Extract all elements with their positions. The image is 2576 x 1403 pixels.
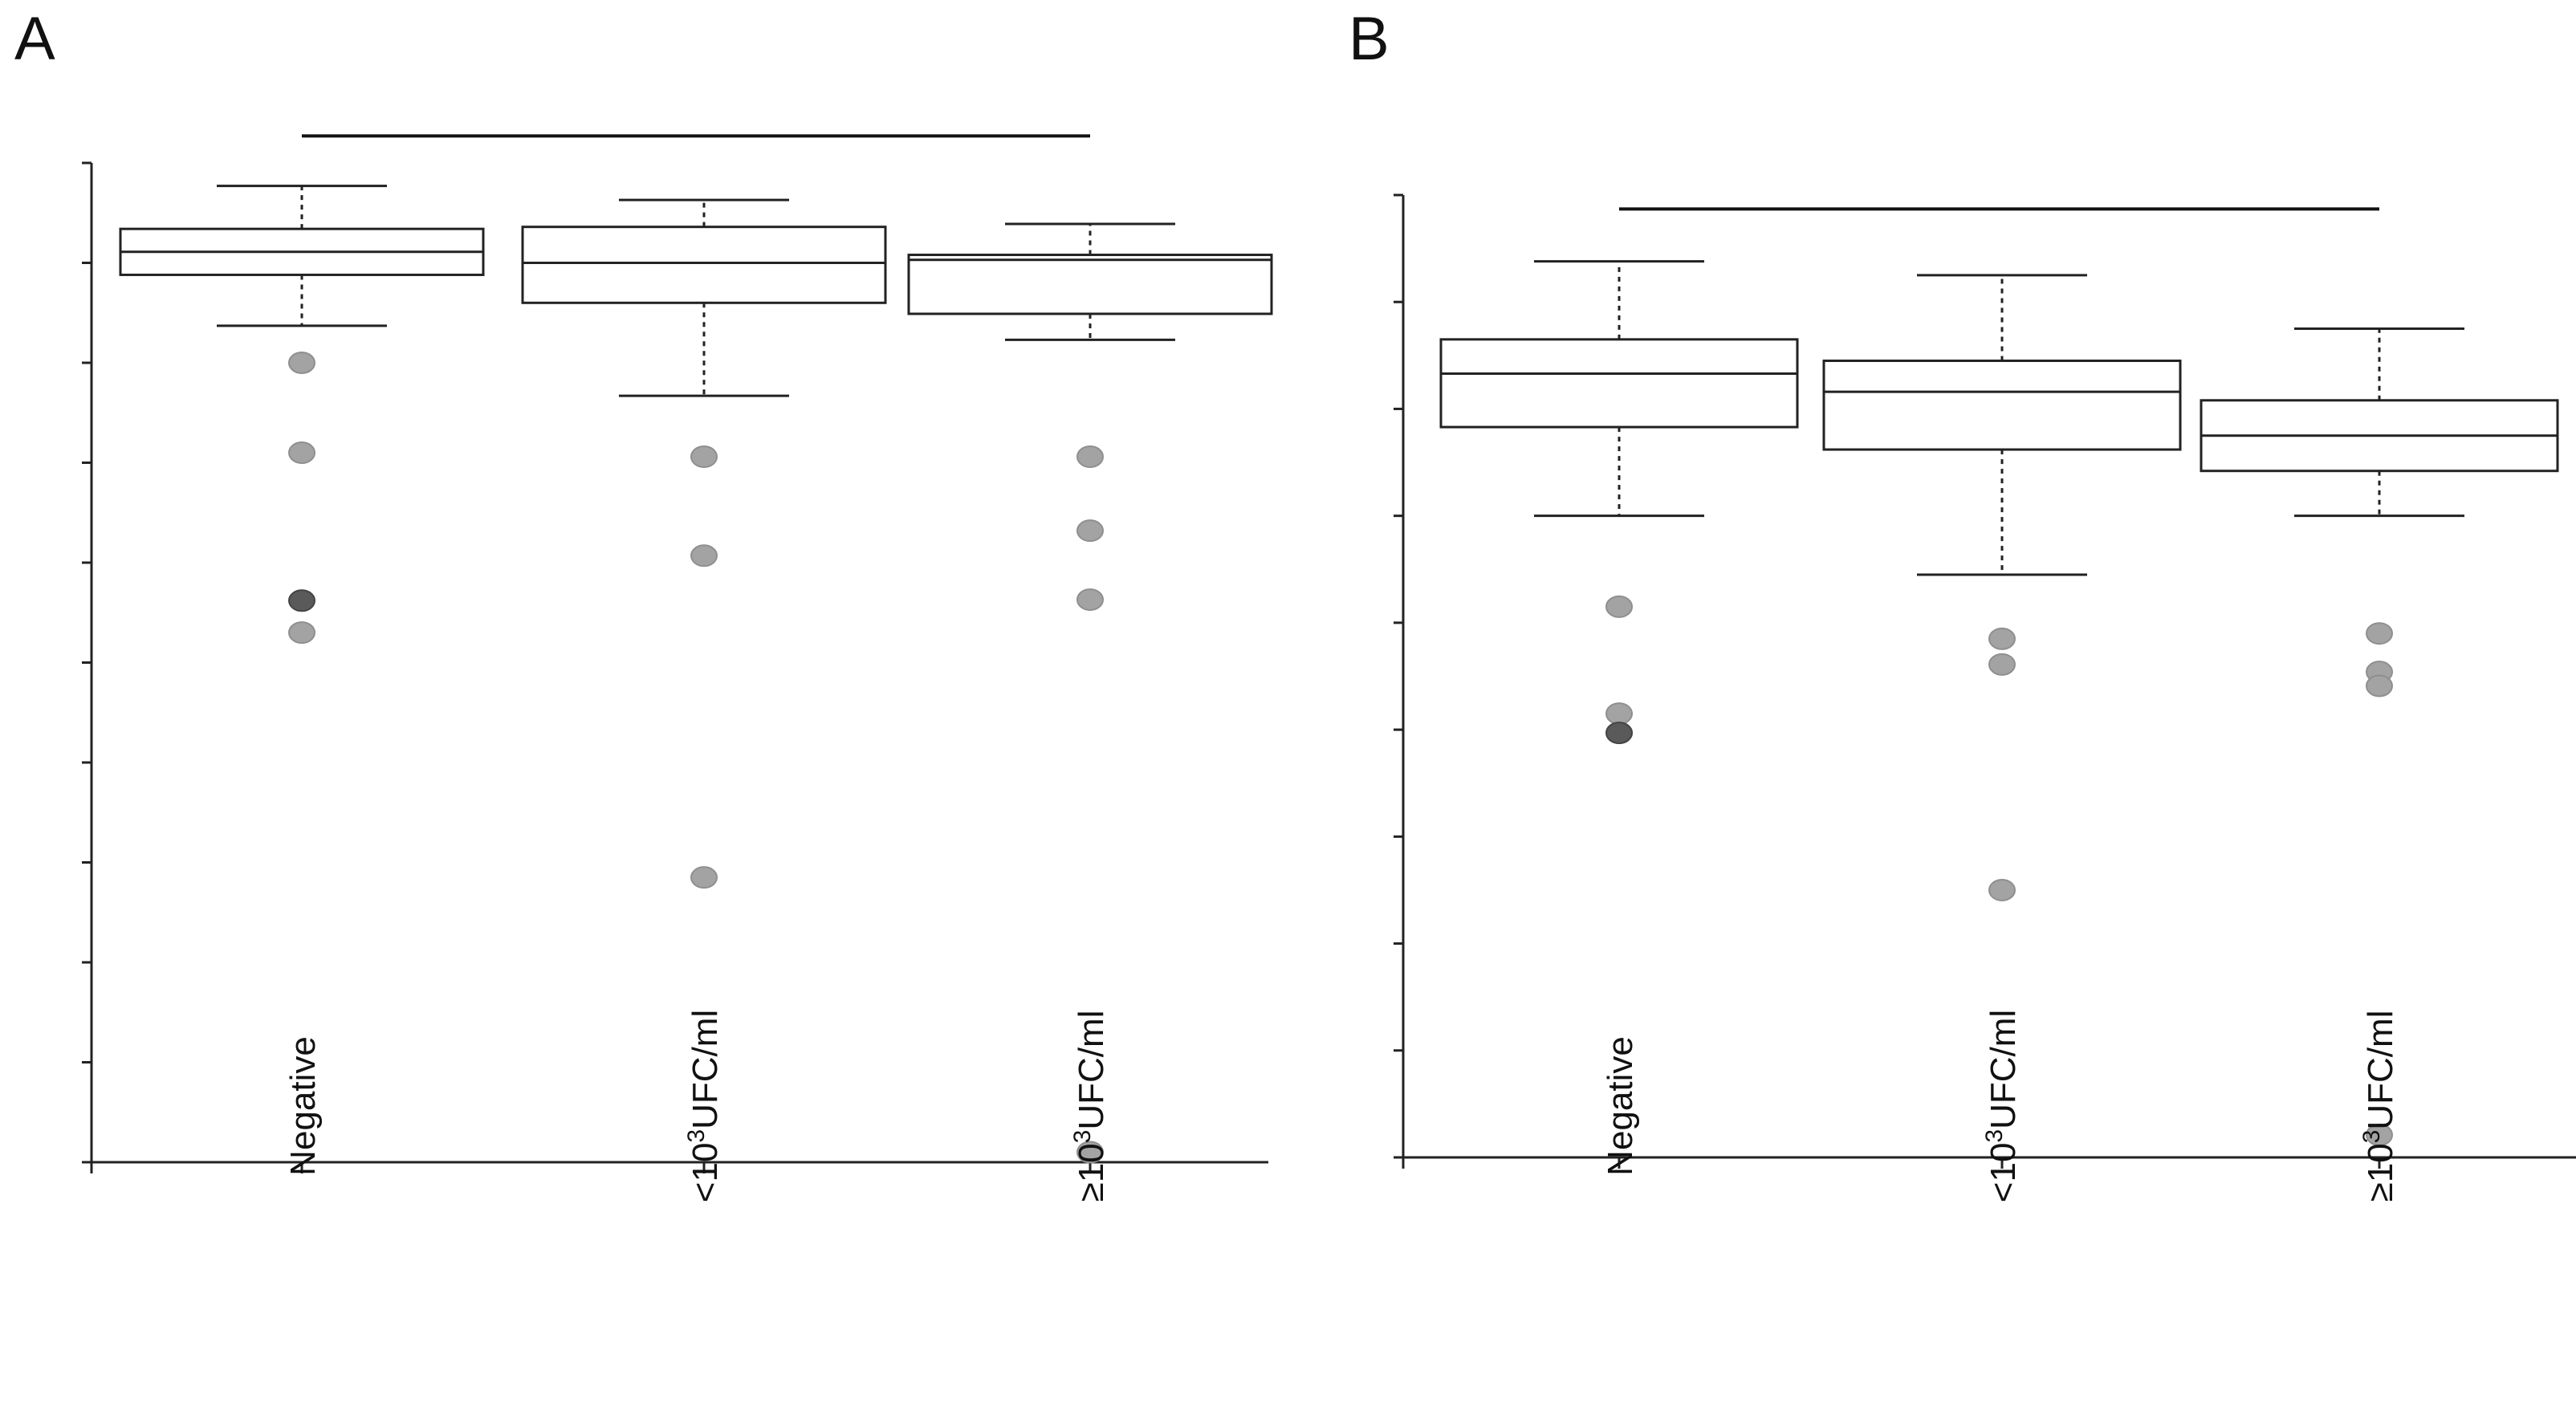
outlier-point bbox=[2366, 622, 2393, 645]
iqr-box bbox=[1822, 359, 2182, 451]
iqr-box bbox=[521, 226, 887, 304]
outlier-point bbox=[1605, 722, 1633, 745]
category-label-suffix: UFC/ml bbox=[1072, 1011, 1111, 1130]
category-label: <103UFC/ml bbox=[683, 1010, 725, 1202]
category-label: <103UFC/ml bbox=[1981, 1010, 2023, 1202]
category-label-text: <10 bbox=[1984, 1143, 2023, 1203]
outlier-point bbox=[1988, 627, 2016, 650]
outlier-point bbox=[288, 441, 315, 465]
category-label: Negative bbox=[283, 1036, 323, 1176]
outlier-point bbox=[1076, 1141, 1104, 1164]
category-label-text: ≥10 bbox=[1072, 1143, 1111, 1202]
outlier-point bbox=[1988, 878, 2016, 901]
category-label-suffix: UFC/ml bbox=[2361, 1011, 2400, 1130]
category-label-text: Negative bbox=[283, 1036, 323, 1176]
iqr-box bbox=[1439, 338, 1799, 429]
panel-a-boxplot: Negative <103UFC/ml≥103UFC/ml bbox=[82, 134, 1273, 1202]
outlier-point bbox=[2366, 1124, 2393, 1147]
category-label: ≥103UFC/ml bbox=[1069, 1011, 1111, 1202]
outlier-point bbox=[2366, 674, 2393, 697]
outlier-point bbox=[690, 445, 718, 469]
category-label-suffix: UFC/ml bbox=[1984, 1010, 2023, 1129]
outlier-point bbox=[690, 544, 718, 567]
category-label-superscript: 3 bbox=[1981, 1129, 2008, 1143]
panel-b-letter: B bbox=[1349, 5, 1390, 73]
category-label-text: Negative bbox=[1601, 1036, 1640, 1176]
category-label: Negative bbox=[1601, 1036, 1640, 1176]
category-label-superscript: 3 bbox=[1069, 1130, 1096, 1144]
category-label-text: ≥10 bbox=[2361, 1143, 2400, 1202]
outlier-point bbox=[1076, 588, 1104, 612]
category-label-superscript: 3 bbox=[683, 1129, 710, 1143]
outlier-point bbox=[1605, 595, 1633, 618]
category-label-text: <10 bbox=[686, 1143, 725, 1203]
outlier-point bbox=[288, 621, 315, 645]
outlier-point bbox=[1988, 653, 2016, 676]
outlier-point bbox=[288, 352, 315, 374]
panel-a-letter: A bbox=[14, 5, 55, 73]
panel-b-boxplot: Negative <103UFC/ml≥103UFC/ml bbox=[1394, 193, 2576, 1202]
outlier-point bbox=[1076, 445, 1104, 469]
outlier-point bbox=[1076, 519, 1104, 543]
category-label-superscript: 3 bbox=[2358, 1130, 2385, 1144]
outlier-point bbox=[288, 589, 315, 612]
category-label-suffix: UFC/ml bbox=[686, 1010, 725, 1129]
outlier-point bbox=[1605, 702, 1633, 726]
outlier-point bbox=[690, 866, 718, 889]
category-label: ≥103UFC/ml bbox=[2358, 1011, 2400, 1202]
iqr-box bbox=[907, 254, 1273, 315]
